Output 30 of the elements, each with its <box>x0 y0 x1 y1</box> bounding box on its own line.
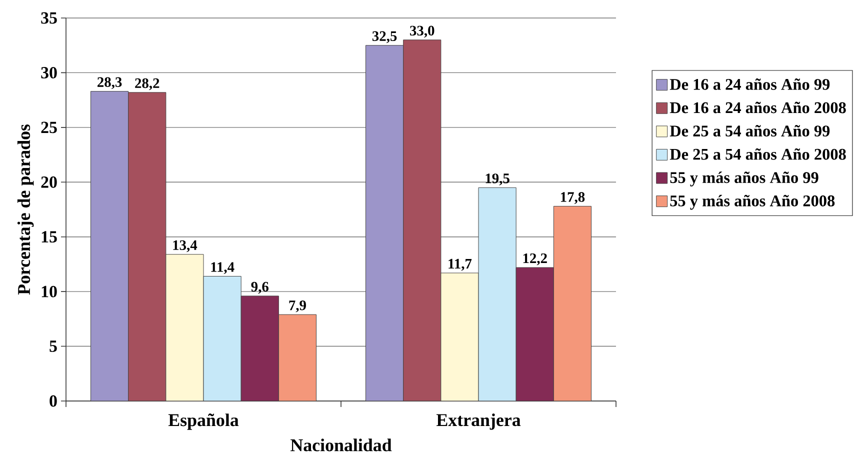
legend-label: De 16 a 24 años Año 99 <box>670 78 830 90</box>
data-label: 13,4 <box>173 240 198 252</box>
x-tick-label: Española <box>168 414 239 430</box>
data-label: 19,5 <box>486 174 510 186</box>
legend-label: De 16 a 24 años Año 2008 <box>670 102 846 114</box>
y-tick-label: 5 <box>50 340 57 352</box>
data-label: 32,5 <box>372 31 397 44</box>
data-label: 12,2 <box>523 253 547 266</box>
y-tick-label: 20 <box>41 176 57 188</box>
data-label: 11,7 <box>448 258 472 271</box>
data-label: 28,3 <box>98 77 122 90</box>
y-tick-label: 15 <box>42 231 57 243</box>
data-label: 11,4 <box>211 262 234 274</box>
y-tick-label: 35 <box>41 12 57 24</box>
x-axis-title: Nacionalidad <box>290 438 392 452</box>
y-tick-label: 25 <box>41 122 57 134</box>
legend-label: 55 y más años Año 2008 <box>670 194 835 210</box>
x-tick-label: Extranjera <box>436 414 521 430</box>
data-label: 28,2 <box>135 78 160 90</box>
data-label: 17,8 <box>560 192 585 204</box>
y-tick-label: 30 <box>41 66 57 78</box>
data-label: 9,6 <box>251 282 268 294</box>
y-tick-label: 0 <box>50 395 57 407</box>
y-tick-label: 10 <box>42 286 57 298</box>
legend-label: 55 y más años Año 99 <box>670 172 818 186</box>
legend-label: De 25 a 54 años Año 99 <box>670 125 830 136</box>
y-axis-title: Porcentaje de parados <box>17 124 34 295</box>
legend-label: De 25 a 54 años Año 2008 <box>670 148 846 160</box>
data-label: 7,9 <box>289 300 306 312</box>
data-label: 33,0 <box>410 26 434 38</box>
